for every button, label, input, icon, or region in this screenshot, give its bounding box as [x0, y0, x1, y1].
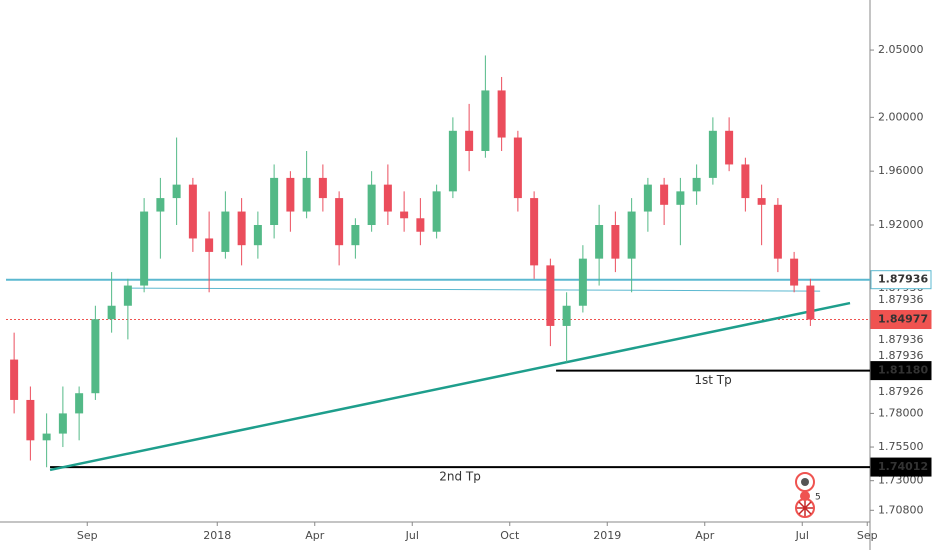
candle-body [351, 225, 360, 246]
price-badge [870, 310, 932, 330]
price-badge [870, 270, 932, 290]
trend-line [49, 301, 851, 472]
x-tick-label: Apr [305, 529, 325, 542]
event-icon-dot [801, 478, 809, 486]
candle-body [660, 184, 669, 205]
trend-line [129, 287, 821, 292]
price-badge-label: 1.84977 [878, 313, 928, 326]
candle-body [611, 225, 620, 259]
y-axis-label: 1.87936 [878, 293, 924, 306]
event-icon-dot [800, 491, 810, 501]
candle-body [790, 258, 799, 286]
candle-body [400, 211, 409, 219]
candle-body [741, 164, 750, 199]
price-badge [870, 457, 932, 477]
candle-body [416, 218, 425, 232]
event-count: 5 [815, 493, 821, 503]
candle-body [676, 191, 685, 205]
candle-body [627, 211, 636, 259]
candle-body [692, 177, 701, 192]
candle-body [318, 177, 327, 199]
x-tick-label: 2019 [593, 529, 621, 542]
x-tick-label: Apr [695, 529, 715, 542]
candle-body [205, 238, 214, 252]
y-tick-label: 1.70800 [878, 503, 924, 516]
candle-body [432, 191, 441, 232]
candle-body [595, 225, 604, 259]
candle-body [10, 359, 19, 400]
candle-body [757, 198, 766, 205]
x-tick-label: Jul [795, 529, 809, 542]
candle-body [708, 130, 717, 178]
candle-body [497, 90, 506, 138]
candle-body [481, 90, 490, 151]
y-tick-label: 1.78000 [878, 406, 924, 419]
y-axis-label: 1.87926 [878, 385, 924, 398]
candle-body [465, 130, 474, 151]
price-line-text: 1st Tp [694, 373, 731, 387]
candle-body [335, 198, 344, 246]
candle-body [107, 305, 116, 320]
candle-body [221, 211, 230, 252]
candle-body [286, 177, 295, 212]
y-axis-label: 1.87936 [878, 349, 924, 362]
candle-body [806, 285, 815, 320]
y-tick-label: 2.05000 [878, 43, 924, 56]
price-badge-label: 1.87936 [878, 273, 928, 286]
candle-body [643, 184, 652, 212]
candle-body [302, 177, 311, 212]
candle-body [546, 265, 555, 326]
event-icons[interactable]: 5 [795, 472, 821, 518]
candle-body [156, 198, 165, 212]
x-tick-label: Oct [500, 529, 520, 542]
price-badge-label: 1.81180 [878, 364, 928, 377]
candle-body [58, 413, 67, 434]
candle-body [253, 225, 262, 246]
candle-body [188, 184, 197, 239]
candle-body [26, 399, 35, 441]
candle-body [725, 130, 734, 165]
candle-body [448, 130, 457, 192]
candle-body [773, 204, 782, 259]
y-tick-label: 2.00000 [878, 110, 924, 123]
candle-body [75, 393, 84, 414]
candle-body [578, 258, 587, 306]
price-line-text: 2nd Tp [439, 470, 481, 484]
y-axis-label: 1.87936 [878, 333, 924, 346]
x-tick-label: Sep [77, 529, 98, 542]
candle-body [383, 184, 392, 212]
y-tick-label: 1.96000 [878, 164, 924, 177]
y-tick-label: 1.73000 [878, 474, 924, 487]
x-tick-label: Sep [857, 529, 878, 542]
x-tick-label: 2018 [203, 529, 231, 542]
candle-body [140, 211, 149, 286]
price-badge [870, 361, 932, 381]
candle-body [513, 137, 522, 199]
flag-icon [797, 500, 813, 516]
candle-body [270, 177, 279, 226]
y-tick-label: 1.75500 [878, 440, 924, 453]
candle-body [91, 319, 100, 394]
candle-body [237, 211, 246, 246]
candle-body [367, 184, 376, 226]
candle-body [172, 184, 181, 199]
candle-body [123, 285, 132, 306]
x-tick-label: Jul [405, 529, 419, 542]
candle-body [42, 433, 51, 441]
candle-body [562, 305, 571, 326]
price-badge-label: 1.74012 [878, 460, 928, 473]
y-tick-label: 1.92000 [878, 218, 924, 231]
candle-body [530, 198, 539, 266]
